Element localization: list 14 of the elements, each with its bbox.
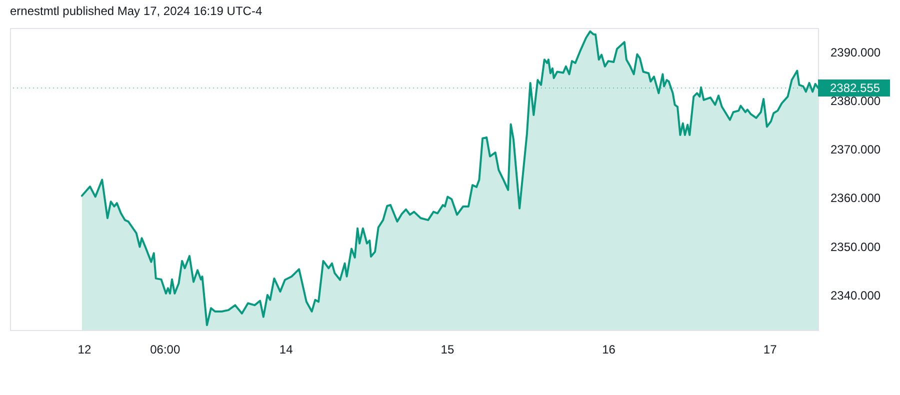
y-tick-label: 2390.000 (830, 45, 881, 60)
x-tick-label: 15 (440, 342, 454, 356)
y-tick-label: 2370.000 (830, 142, 881, 157)
x-tick-label: 06:00 (150, 342, 180, 356)
chart-title: ernestmtl published May 17, 2024 16:19 UTC-4 (10, 4, 262, 18)
y-tick-label: 2350.000 (830, 240, 881, 254)
y-tick-label: 2360.000 (830, 191, 881, 206)
x-tick-label: 12 (78, 342, 92, 356)
ref-line-label: 2382.555 (830, 81, 880, 96)
x-tick-label: 17 (763, 342, 778, 356)
y-tick-label: 2380.000 (830, 94, 881, 108)
x-tick-label: 14 (279, 342, 294, 356)
x-tick-label: 16 (602, 342, 616, 356)
y-tick-label: 2340.000 (830, 288, 881, 302)
